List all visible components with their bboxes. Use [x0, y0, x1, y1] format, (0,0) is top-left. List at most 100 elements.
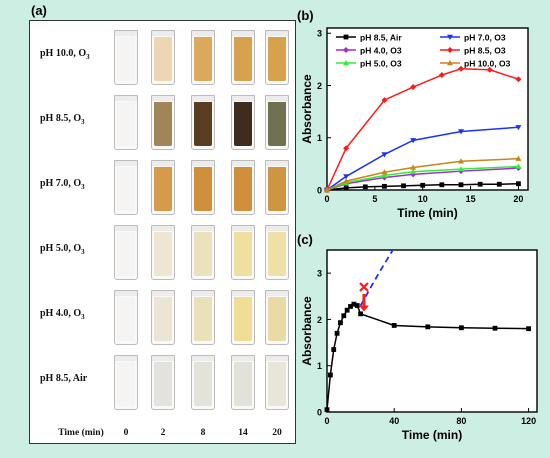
time-label: 0	[123, 428, 129, 438]
row-label-main: pH 8.5, O	[40, 113, 82, 124]
cuvette-liquid	[268, 167, 286, 211]
data-point	[458, 182, 464, 188]
cuvette-rim	[232, 291, 254, 296]
row-label-subscript: 3	[81, 248, 85, 256]
cuvette	[114, 160, 138, 215]
cuvette-liquid	[117, 167, 135, 211]
cuvette	[191, 225, 215, 280]
cuvette-rim	[152, 96, 174, 101]
cuvette	[231, 290, 255, 345]
y-tick-label: 2	[317, 81, 322, 91]
cuvette-rim	[192, 291, 214, 296]
cuvette-rim	[232, 96, 254, 101]
row-label: pH 8.5, Air	[40, 373, 87, 384]
row-label: pH 5.0, O3	[40, 243, 85, 256]
plot-frame	[326, 27, 529, 191]
cuvette	[151, 30, 175, 85]
legend-marker	[343, 34, 349, 40]
time-label: 8	[200, 428, 206, 438]
cuvette-rim	[266, 291, 288, 296]
time-label: 14	[238, 428, 248, 438]
cuvette-rim	[192, 31, 214, 36]
data-point	[496, 181, 502, 187]
legend-label: pH 7.0, O3	[464, 33, 506, 43]
cuvette	[151, 225, 175, 280]
x-tick-label: 20	[513, 194, 523, 204]
data-point	[343, 174, 350, 180]
x-tick-label: 80	[456, 416, 466, 426]
data-point	[492, 325, 498, 331]
data-point	[351, 301, 357, 307]
legend-label: pH 8.5, Air	[360, 33, 402, 43]
cuvette	[231, 225, 255, 280]
plot-frame	[326, 249, 538, 413]
data-point	[324, 187, 330, 193]
y-tick-label: 0	[317, 186, 322, 196]
cuvette-liquid	[194, 232, 212, 276]
cuvette	[231, 95, 255, 150]
legend-label: pH 8.5, O3	[464, 46, 506, 56]
panel-a-label: (a)	[31, 3, 47, 18]
cuvette-rim	[152, 226, 174, 231]
row-label: pH 4.0, O3	[40, 308, 85, 321]
cuvette-rim	[115, 356, 137, 361]
cuvette-liquid	[194, 102, 212, 146]
data-point	[425, 324, 431, 330]
cuvette-rim	[115, 226, 137, 231]
cuvette-rim	[232, 356, 254, 361]
data-point	[344, 307, 350, 313]
data-point	[381, 152, 388, 158]
cuvette-liquid	[194, 297, 212, 341]
y-tick-label: 2	[317, 315, 322, 325]
cuvette-liquid	[117, 37, 135, 81]
cuvette-liquid	[117, 362, 135, 406]
time-label: 2	[160, 428, 166, 438]
cuvette-liquid	[117, 102, 135, 146]
y-axis-title: Absorbance	[300, 296, 314, 366]
data-point	[458, 158, 464, 164]
cuvette-rim	[266, 226, 288, 231]
data-point	[420, 182, 426, 188]
cuvette-liquid	[154, 297, 172, 341]
cuvette-liquid	[234, 297, 252, 341]
x-tick-label: 0	[324, 194, 329, 204]
cuvette-liquid	[234, 37, 252, 81]
data-point	[391, 323, 397, 328]
cuvette	[191, 160, 215, 215]
legend-marker	[343, 47, 349, 53]
data-point	[381, 97, 388, 104]
cuvette	[231, 355, 255, 410]
data-point	[439, 182, 445, 188]
data-point	[343, 185, 349, 191]
data-point	[515, 125, 522, 131]
cuvette-liquid	[268, 297, 286, 341]
cuvette-rim	[115, 31, 137, 36]
time-axis-header: Time (min)	[58, 428, 104, 438]
y-tick-label: 3	[317, 269, 322, 279]
data-point	[515, 155, 522, 161]
legend-label: pH 4.0, O3	[360, 46, 402, 56]
data-point	[459, 325, 464, 331]
cuvette-liquid	[268, 102, 286, 146]
x-tick-label: 120	[521, 416, 536, 426]
cuvette	[151, 95, 175, 150]
cuvette	[265, 355, 289, 410]
data-point	[343, 178, 350, 184]
cuvette-rim	[152, 291, 174, 296]
cuvette-liquid	[154, 232, 172, 276]
cuvette-rim	[266, 356, 288, 361]
cuvette	[191, 30, 215, 85]
cuvette	[191, 355, 215, 410]
cuvette-rim	[266, 31, 288, 36]
legend-marker	[447, 34, 453, 40]
series-line	[326, 167, 519, 191]
data-point	[381, 169, 388, 175]
cuvette-rim	[192, 226, 214, 231]
cuvette	[265, 160, 289, 215]
cuvette	[265, 95, 289, 150]
row-label: pH 7.0, O3	[40, 178, 85, 191]
cuvette-rim	[266, 161, 288, 166]
cuvette	[114, 30, 138, 85]
cuvette-rim	[232, 226, 254, 231]
